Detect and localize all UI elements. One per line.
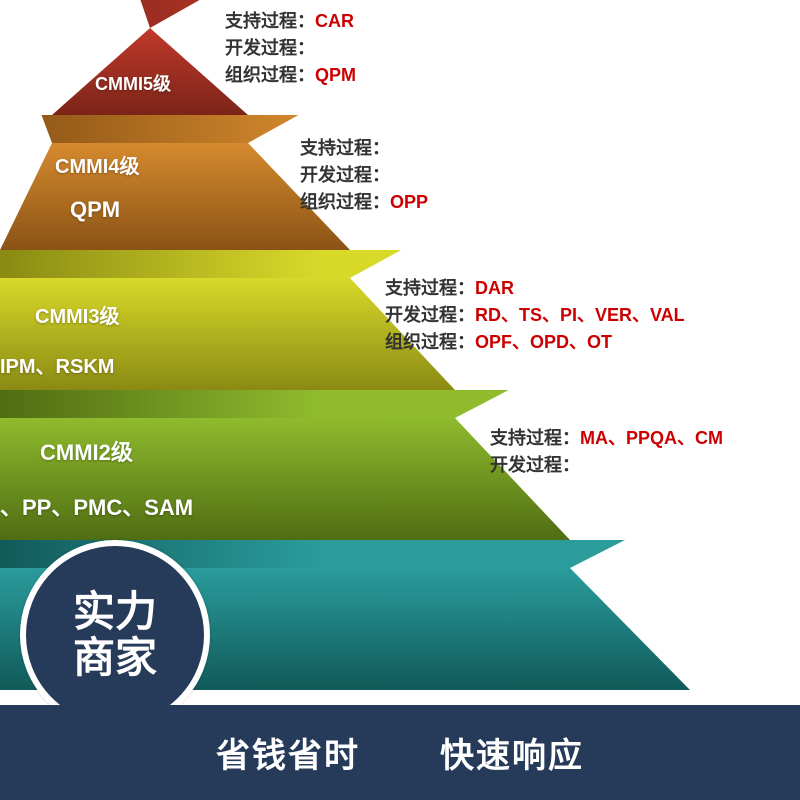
level-sub-2: 、PP、PMC、SAM: [0, 490, 193, 522]
bottom-item-1: 省钱省时: [216, 728, 360, 777]
pyramid-level-5: [0, 0, 800, 115]
level-sub-4: QPM: [70, 197, 120, 223]
level-title-5: CMMI5级: [95, 70, 171, 96]
badge-line2: 商家: [73, 635, 157, 681]
side-text-level-3: 支持过程：DAR开发过程：RD、TS、PI、VER、VAL组织过程：OPF、OP…: [385, 275, 685, 356]
badge-line1: 实力: [73, 589, 157, 635]
side-text-level-2: 支持过程：MA、PPQA、CM开发过程：: [490, 425, 723, 479]
level-title-4: CMMI4级: [55, 150, 139, 179]
merchant-badge: 实力 商家: [20, 540, 210, 730]
bottom-bar: 省钱省时 快速响应: [0, 705, 800, 800]
cmmi-pyramid-diagram: CMMI5级 CMMI4级 QPM CMMI3级 IPM、RSKM CMMI2级、PP、P…: [0, 0, 800, 800]
side-text-level-5: 支持过程：CAR开发过程：组织过程：QPM: [225, 8, 356, 89]
level-title-2: CMMI2级: [40, 435, 133, 467]
level-sub-3: IPM、RSKM: [0, 350, 114, 379]
level-title-3: CMMI3级: [35, 300, 119, 329]
side-text-level-4: 支持过程：开发过程：组织过程：OPP: [300, 135, 428, 216]
bottom-item-2: 快速响应: [440, 728, 584, 777]
